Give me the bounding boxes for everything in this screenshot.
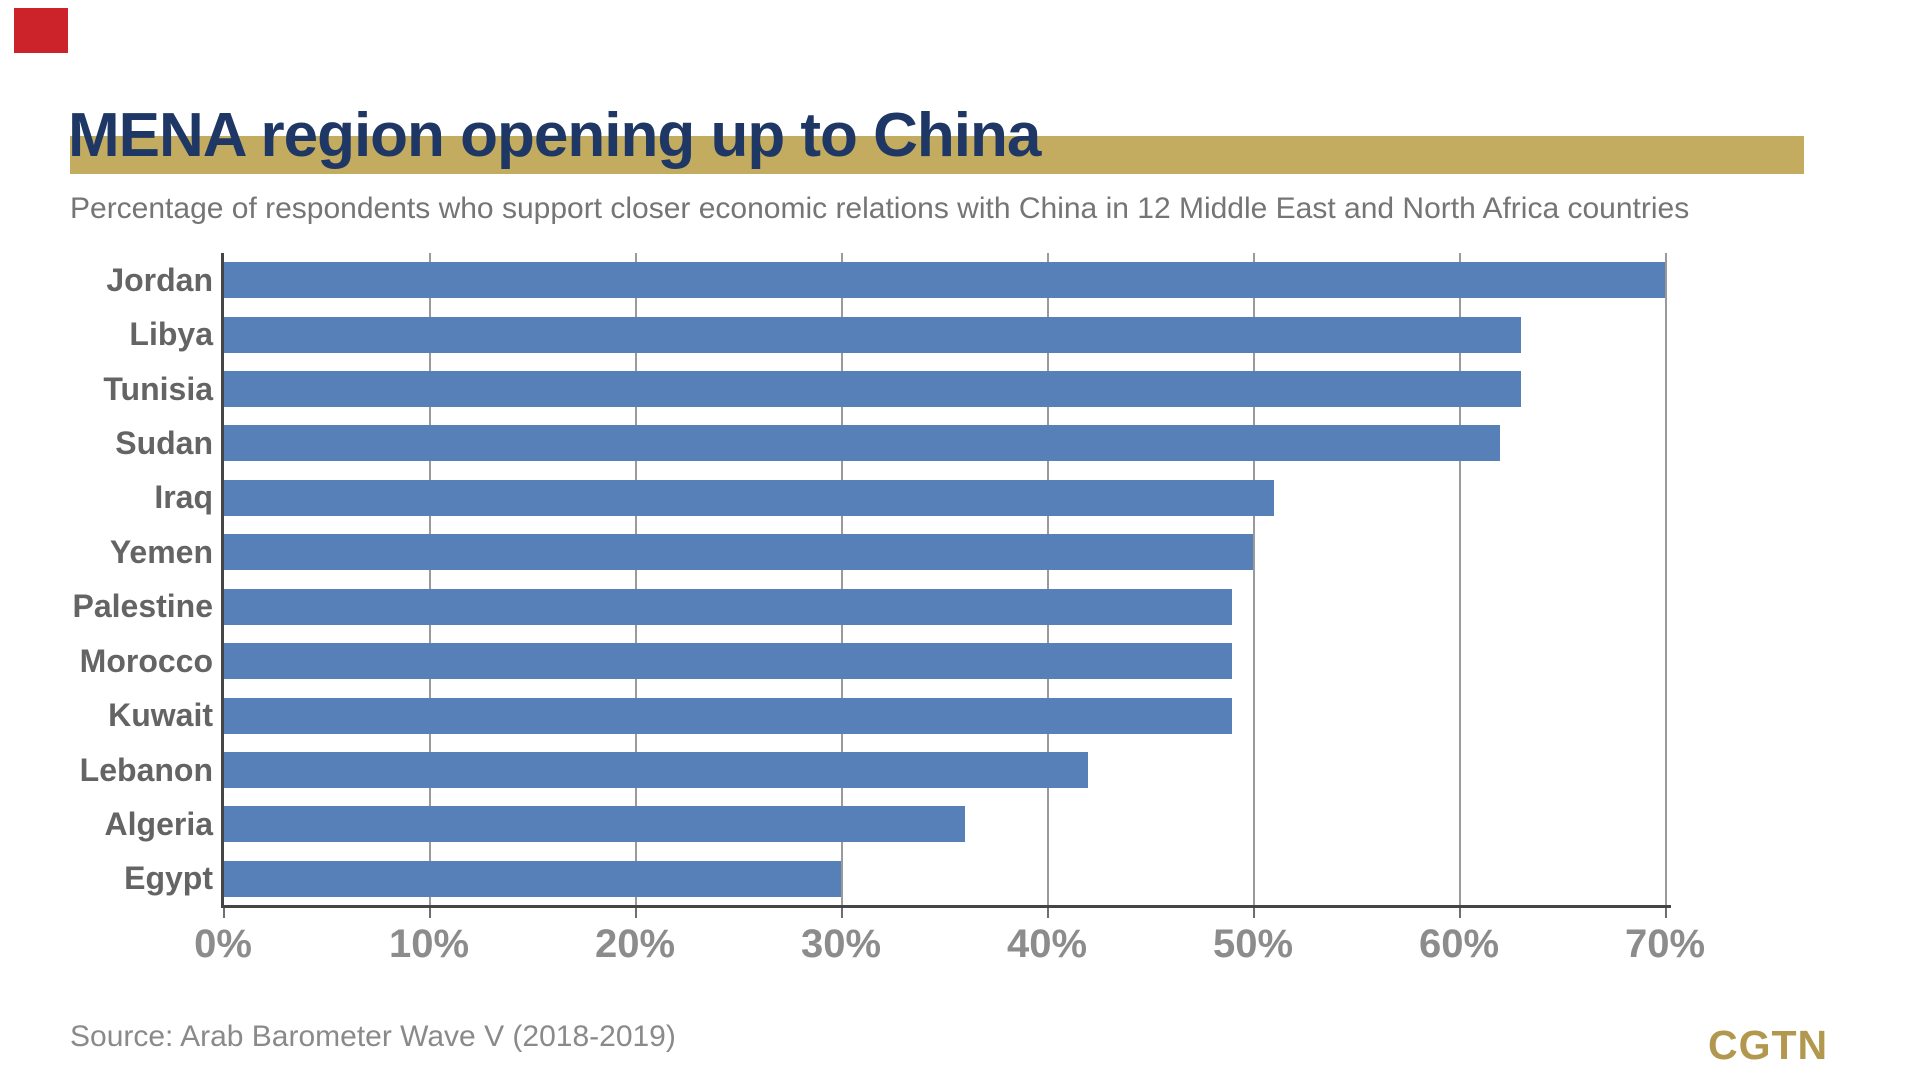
- bar: [223, 262, 1665, 299]
- category-label: Libya: [129, 316, 213, 353]
- gridline: [429, 253, 431, 906]
- x-axis-line: [221, 905, 1671, 908]
- axis-tick: [1459, 908, 1461, 918]
- category-label: Egypt: [124, 860, 213, 897]
- axis-tick: [841, 908, 843, 918]
- source-note: Source: Arab Barometer Wave V (2018-2019…: [70, 1020, 676, 1053]
- category-label: Yemen: [109, 533, 213, 570]
- bar-row: [223, 688, 1665, 742]
- x-tick-label: 50%: [1212, 922, 1294, 966]
- gridline: [1253, 253, 1255, 906]
- category-label: Kuwait: [108, 697, 213, 734]
- bar-row: [223, 362, 1665, 416]
- bar-rows: [223, 253, 1665, 906]
- x-tick-label: 70%: [1624, 922, 1706, 966]
- bar-row: [223, 471, 1665, 525]
- bar: [223, 588, 1233, 625]
- bar: [223, 697, 1233, 734]
- bar: [223, 316, 1521, 353]
- category-label: Sudan: [115, 424, 213, 461]
- category-label: Palestine: [72, 588, 213, 625]
- bar: [223, 425, 1501, 462]
- x-tick-label: 30%: [800, 922, 882, 966]
- gridline: [1459, 253, 1461, 906]
- bar-row: [223, 634, 1665, 688]
- bar: [223, 479, 1274, 516]
- gridline: [635, 253, 637, 906]
- red-click-marker: [14, 8, 68, 53]
- bar-row: [223, 797, 1665, 851]
- category-label: Algeria: [104, 805, 213, 842]
- x-tick-label: 10%: [388, 922, 470, 966]
- bar: [223, 371, 1521, 408]
- bar: [223, 806, 965, 843]
- category-axis-labels: Jordan Libya Tunisia Sudan Iraq Yemen Palestin…: [0, 253, 213, 906]
- bar-row: [223, 253, 1665, 307]
- category-label: Tunisia: [103, 370, 213, 407]
- x-tick-label: 40%: [1006, 922, 1088, 966]
- x-axis-tick-labels: 0% 10% 20% 30% 40% 50% 60% 70%: [194, 922, 1705, 974]
- category-label: Iraq: [154, 479, 213, 516]
- title-accent-band: [70, 136, 1804, 174]
- x-tick-label: 20%: [594, 922, 676, 966]
- bar-row: [223, 743, 1665, 797]
- page-title: MENA region opening up to China: [68, 101, 1041, 170]
- axis-tick: [1665, 908, 1667, 918]
- axis-tick: [635, 908, 637, 918]
- axis-tick: [1253, 908, 1255, 918]
- axis-tick: [1047, 908, 1049, 918]
- axis-tick: [223, 908, 225, 918]
- category-label: Lebanon: [79, 751, 213, 788]
- bar-row: [223, 852, 1665, 906]
- category-label: Morocco: [79, 642, 213, 679]
- bar-row: [223, 416, 1665, 470]
- bar-row: [223, 525, 1665, 579]
- bar: [223, 860, 841, 897]
- y-axis-line: [221, 253, 224, 906]
- gridline: [841, 253, 843, 906]
- bar: [223, 643, 1233, 680]
- bar-row: [223, 580, 1665, 634]
- bar: [223, 752, 1089, 788]
- category-label: Jordan: [106, 261, 213, 298]
- gridline: [1665, 253, 1667, 906]
- x-tick-label: 60%: [1418, 922, 1500, 966]
- page-subtitle: Percentage of respondents who support cl…: [70, 192, 1690, 225]
- cgtn-logo: CGTN: [1708, 1022, 1829, 1068]
- bar-row: [223, 307, 1665, 361]
- bar-chart-plot-area: [221, 253, 1671, 918]
- gridline: [1047, 253, 1049, 906]
- bar: [223, 534, 1253, 571]
- x-tick-label: 0%: [194, 922, 252, 966]
- axis-tick: [429, 908, 431, 918]
